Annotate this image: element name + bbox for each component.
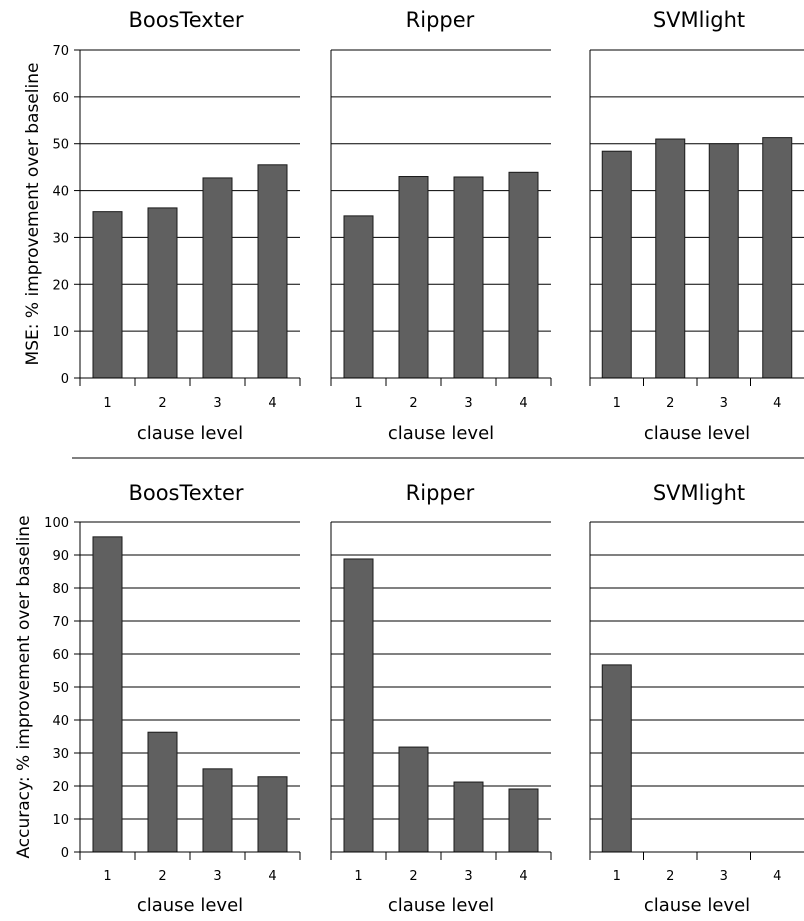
y-tick-label: 0 [61, 372, 69, 387]
x-axis-label: clause level [137, 895, 243, 916]
x-tick-label: 1 [354, 396, 362, 411]
bar [398, 176, 429, 379]
y-axis-label: Accuracy: % improvement over baseline [14, 515, 34, 858]
y-tick-label: 50 [52, 138, 69, 153]
bar [92, 536, 123, 853]
y-tick-label: 70 [52, 615, 69, 630]
y-tick-label: 10 [52, 325, 69, 340]
x-tick-label: 2 [409, 869, 417, 884]
y-tick-label: 30 [52, 747, 69, 762]
y-tick-label: 20 [52, 278, 69, 293]
x-axis-label: clause level [388, 895, 494, 916]
chart-title: Ripper [406, 481, 475, 505]
x-tick-label: 3 [213, 396, 221, 411]
y-tick-label: 0 [61, 846, 69, 861]
y-tick-label: 90 [52, 549, 69, 564]
bar [601, 664, 632, 853]
x-tick-label: 1 [613, 869, 621, 884]
bar [508, 788, 539, 853]
x-axis-label: clause level [137, 423, 243, 444]
bar [202, 768, 233, 853]
x-tick-label: 1 [103, 869, 111, 884]
x-tick-label: 3 [720, 396, 728, 411]
y-tick-label: 50 [52, 681, 69, 696]
x-tick-label: 2 [158, 869, 166, 884]
x-tick-label: 4 [268, 396, 276, 411]
x-tick-label: 4 [773, 396, 781, 411]
y-tick-label: 100 [44, 516, 69, 531]
y-tick-label: 40 [52, 714, 69, 729]
bar [655, 138, 686, 379]
bar [343, 558, 374, 853]
y-tick-label: 70 [52, 44, 69, 59]
x-tick-label: 2 [158, 396, 166, 411]
x-tick-label: 2 [666, 396, 674, 411]
y-tick-label: 80 [52, 582, 69, 597]
chart-title: BoosTexter [128, 8, 243, 32]
y-axis-label: MSE: % improvement over baseline [23, 63, 43, 366]
chart-title: SVMlight [653, 481, 745, 505]
x-tick-label: 3 [213, 869, 221, 884]
bar [92, 211, 123, 379]
bar [508, 171, 539, 379]
bar [453, 176, 484, 379]
x-tick-label: 2 [409, 396, 417, 411]
bar [257, 776, 288, 853]
x-axis-label: clause level [388, 423, 494, 444]
x-tick-label: 1 [613, 396, 621, 411]
x-tick-label: 1 [354, 869, 362, 884]
bar [202, 177, 233, 379]
y-tick-label: 10 [52, 813, 69, 828]
x-tick-label: 3 [464, 396, 472, 411]
bar [147, 731, 178, 853]
x-tick-label: 3 [464, 869, 472, 884]
bar [762, 137, 793, 379]
x-tick-label: 4 [773, 869, 781, 884]
x-tick-label: 4 [268, 869, 276, 884]
x-tick-label: 1 [103, 396, 111, 411]
y-tick-label: 60 [52, 91, 69, 106]
y-tick-label: 20 [52, 780, 69, 795]
bar [257, 164, 288, 379]
x-tick-label: 4 [519, 396, 527, 411]
chart-title: BoosTexter [128, 481, 243, 505]
bar [343, 215, 374, 379]
x-tick-label: 2 [666, 869, 674, 884]
x-axis-label: clause level [644, 423, 750, 444]
chart-title: SVMlight [653, 8, 745, 32]
y-tick-label: 40 [52, 185, 69, 200]
bar [453, 781, 484, 853]
y-tick-label: 30 [52, 231, 69, 246]
x-axis-label: clause level [644, 895, 750, 916]
bar [601, 150, 632, 379]
y-tick-label: 60 [52, 648, 69, 663]
chart-title: Ripper [406, 8, 475, 32]
x-tick-label: 3 [720, 869, 728, 884]
bar [708, 143, 739, 379]
bar [398, 746, 429, 853]
x-tick-label: 4 [519, 869, 527, 884]
bar [147, 207, 178, 379]
